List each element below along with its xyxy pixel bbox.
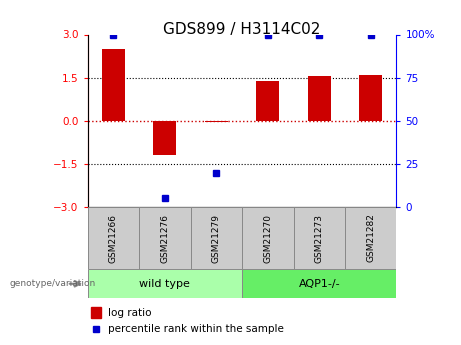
Text: GSM21273: GSM21273 [315,214,324,263]
Text: genotype/variation: genotype/variation [9,279,95,288]
Bar [242,207,294,269]
Text: GSM21282: GSM21282 [366,214,375,263]
Bar [88,269,242,298]
Text: GSM21270: GSM21270 [263,214,272,263]
Bar [242,269,396,298]
Text: wild type: wild type [139,279,190,289]
Bar [359,75,382,121]
Bar [190,207,242,269]
Text: AQP1-/-: AQP1-/- [298,279,340,289]
Text: GSM21276: GSM21276 [160,214,169,263]
Bar [307,76,331,121]
Bar [153,121,177,155]
Text: GSM21279: GSM21279 [212,214,221,263]
Bar [88,207,139,269]
Text: GSM21266: GSM21266 [109,214,118,263]
Bar [139,207,190,269]
Text: GDS899 / H3114C02: GDS899 / H3114C02 [163,22,321,37]
Bar [345,207,396,269]
Bar [294,207,345,269]
Text: percentile rank within the sample: percentile rank within the sample [108,325,284,334]
Text: log ratio: log ratio [108,308,151,317]
Bar [102,49,125,121]
Bar [256,80,279,121]
Bar [91,307,101,318]
Bar [205,121,228,122]
